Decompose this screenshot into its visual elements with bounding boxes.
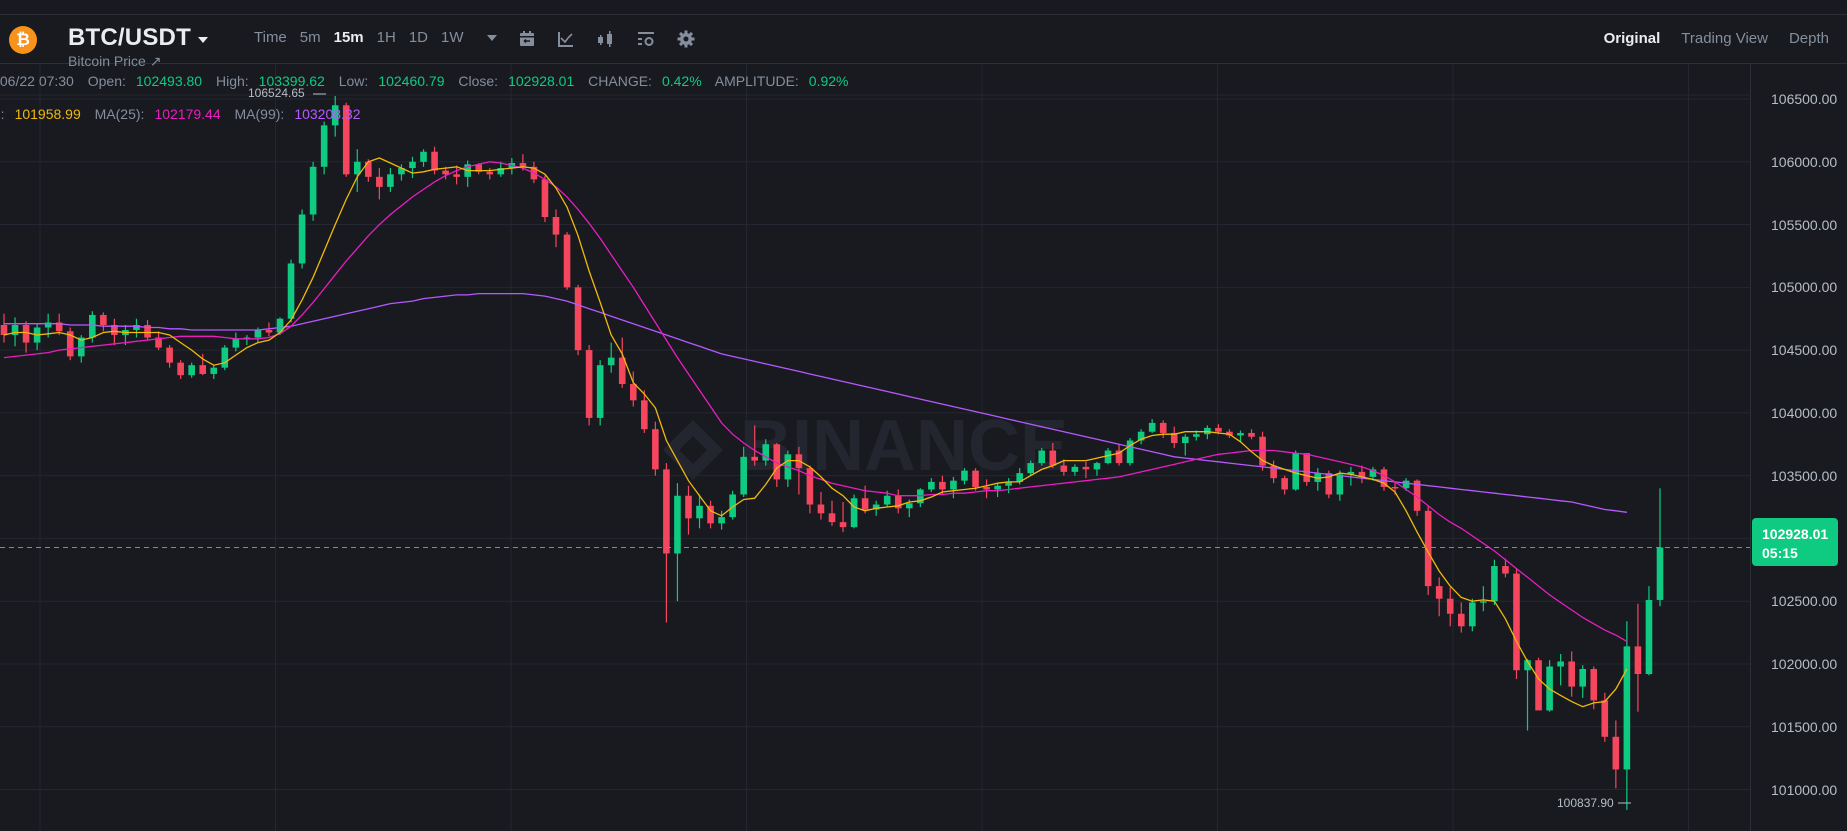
interval-tabs: Time 5m 15m 1H 1D 1W [254, 29, 527, 46]
tab-trading-view[interactable]: Trading View [1681, 30, 1768, 47]
ma99-label: MA(99): [234, 106, 285, 122]
ohlc-info-bar: /06/22 07:30 Open: 102493.80 High: 103399.… [0, 73, 859, 89]
interval-1d[interactable]: 1D [408, 29, 429, 46]
close-value: 102928.01 [508, 73, 575, 89]
candle-style-icon[interactable] [596, 29, 616, 49]
change-value: 0.42% [661, 73, 702, 89]
calendar-icon[interactable] [517, 29, 537, 49]
high-label: High: [215, 73, 249, 89]
ma25-label: MA(25): [94, 106, 145, 122]
ma7-value: 101958.99 [14, 106, 81, 122]
price-axis-label: 103500.00 [1771, 467, 1838, 484]
display-settings-icon[interactable] [636, 29, 656, 49]
price-axis-label: 102500.00 [1771, 593, 1838, 610]
view-tabs: Original Trading View Depth [1583, 30, 1829, 47]
top-strip [0, 0, 1847, 15]
low-marker: 100837.90 [1557, 796, 1614, 810]
high-marker: 106524.65 [248, 86, 305, 100]
tab-depth[interactable]: Depth [1788, 30, 1829, 47]
svg-text:BINANCE: BINANCE [740, 406, 1068, 486]
gear-icon[interactable] [676, 29, 696, 49]
candle-countdown: 05:15 [1762, 545, 1798, 561]
amplitude-value: 0.92% [808, 73, 849, 89]
interval-time[interactable]: Time [254, 29, 287, 46]
ma99-value: 103208.32 [294, 106, 361, 122]
ma7-label: ): [0, 106, 5, 122]
ma-info-bar: ): 101958.99 MA(25): 102179.44 MA(99): 1032… [0, 106, 371, 122]
change-label: CHANGE: [588, 73, 652, 89]
close-label: Close: [458, 73, 499, 89]
interval-15m[interactable]: 15m [333, 29, 364, 46]
interval-1w[interactable]: 1W [441, 29, 464, 46]
amplitude-label: AMPLITUDE: [714, 73, 799, 89]
price-axis-label: 105500.00 [1771, 216, 1838, 233]
candle-datetime: /06/22 07:30 [0, 73, 74, 89]
chevron-down-icon[interactable] [198, 37, 208, 43]
price-axis-label: 106000.00 [1771, 153, 1838, 170]
interval-5m[interactable]: 5m [299, 29, 321, 46]
open-value: 102493.80 [135, 73, 203, 89]
price-axis-label: 102000.00 [1771, 655, 1838, 672]
current-price: 102928.01 [1762, 526, 1829, 542]
bitcoin-icon: ₿ [9, 26, 37, 54]
price-axis-label: 101500.00 [1771, 718, 1838, 735]
more-intervals-chevron-icon[interactable] [486, 34, 497, 41]
price-axis[interactable]: 106500.00 106000.00 105500.00 105000.00 1045… [1750, 64, 1847, 831]
bitcoin-price-link[interactable]: Bitcoin Price ↗ [68, 53, 162, 69]
price-axis-label: 106500.00 [1771, 91, 1838, 107]
candlestick-chart[interactable]: BINANCE [0, 64, 1750, 831]
indicator-chart-icon[interactable] [556, 29, 576, 49]
chart-header: ₿ BTC/USDT Bitcoin Price ↗ Time 5m 15m 1… [0, 15, 1847, 69]
price-axis-label: 104500.00 [1771, 342, 1838, 359]
high-value: 103399.62 [258, 73, 325, 89]
interval-1h[interactable]: 1H [376, 29, 396, 46]
tab-original[interactable]: Original [1603, 30, 1661, 47]
pair-selector[interactable]: BTC/USDT [68, 24, 191, 51]
price-axis-label: 105000.00 [1771, 279, 1838, 296]
open-label: Open: [87, 73, 126, 89]
current-price-tag: 102928.01 05:15 [1752, 518, 1838, 566]
ma25-value: 102179.44 [154, 106, 221, 122]
price-axis-label: 101000.00 [1771, 781, 1838, 798]
low-label: Low: [338, 73, 369, 89]
low-value: 102460.79 [378, 73, 445, 89]
price-axis-label: 104000.00 [1771, 404, 1838, 421]
